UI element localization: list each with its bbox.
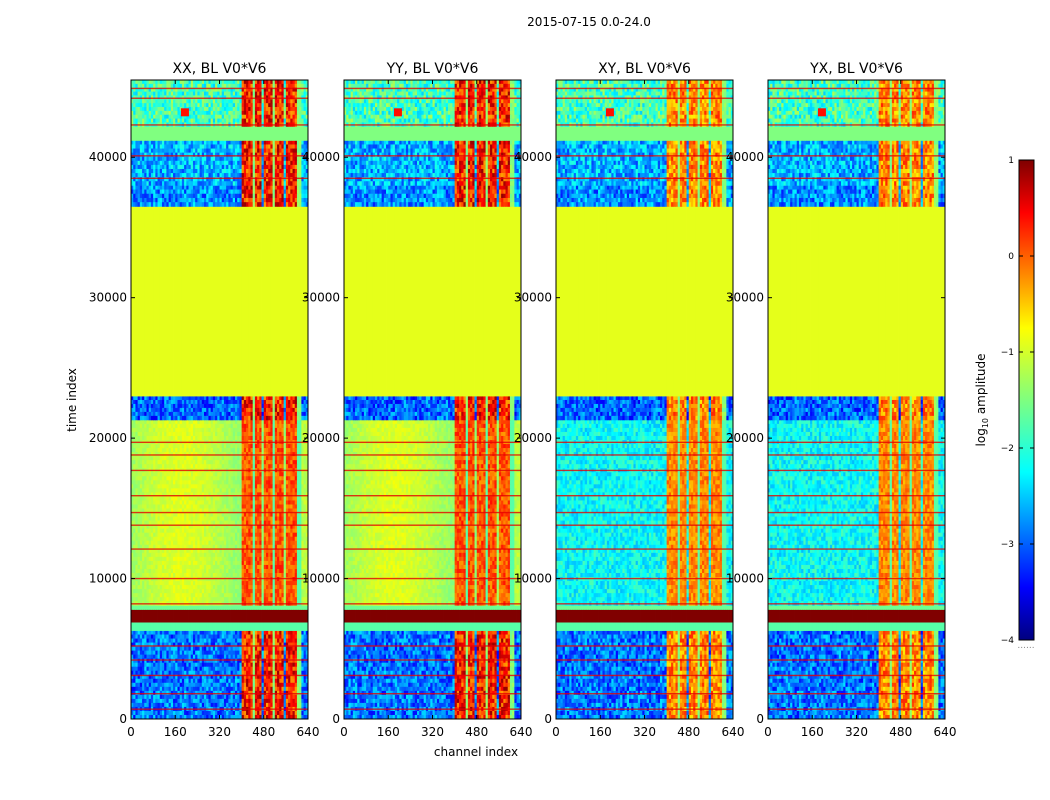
colorbar-tick-label: −4 <box>1001 636 1015 646</box>
y-tick-label: 0 <box>119 712 127 726</box>
x-tick-label: 0 <box>764 725 772 739</box>
panels-group: XX, BL V0*V6 0 160 320 480 640 0 10000 20000 3000… <box>89 61 957 739</box>
colorbar-label: log10 amplitude <box>974 354 990 447</box>
panel-2-title: XY, BL V0*V6 <box>598 61 691 77</box>
y-tick-label: 40000 <box>89 150 127 164</box>
y-tick-label: 20000 <box>302 431 340 445</box>
x-tick-label: 160 <box>801 725 824 739</box>
colorbar-tick-label: −1 <box>1001 348 1014 358</box>
panel-1-image <box>344 80 521 719</box>
y-tick-label: 30000 <box>514 291 552 305</box>
colorbar-tick-label: −2 <box>1001 444 1014 454</box>
colorbar-tick-label: 0 <box>1008 252 1014 262</box>
x-tick-label: 0 <box>340 725 348 739</box>
y-tick-label: 0 <box>756 712 764 726</box>
panel-0-title: XX, BL V0*V6 <box>173 61 267 77</box>
panel-2: XY, BL V0*V6 0 160 320 480 640 0 10000 20000 3000… <box>514 61 745 739</box>
colorbar-tick-label: −3 <box>1001 540 1014 550</box>
y-axis-label: time index <box>65 368 79 432</box>
y-tick-label: 20000 <box>89 431 127 445</box>
y-tick-label: 40000 <box>302 150 340 164</box>
y-tick-label: 10000 <box>514 572 552 586</box>
y-tick-label: 10000 <box>726 572 764 586</box>
x-tick-label: 320 <box>208 725 231 739</box>
panel-1: YY, BL V0*V6 0 160 320 480 640 0 10000 20000 3000… <box>302 61 533 739</box>
x-tick-label: 160 <box>589 725 612 739</box>
y-tick-label: 10000 <box>89 572 127 586</box>
x-tick-label: 160 <box>377 725 400 739</box>
x-tick-label: 640 <box>510 725 533 739</box>
y-tick-label: 40000 <box>514 150 552 164</box>
x-tick-label: 640 <box>297 725 320 739</box>
x-tick-label: 320 <box>845 725 868 739</box>
x-tick-label: 0 <box>552 725 560 739</box>
panel-3-title: YX, BL V0*V6 <box>809 61 903 77</box>
x-tick-label: 640 <box>934 725 957 739</box>
y-tick-label: 0 <box>544 712 552 726</box>
panel-2-image <box>556 80 733 719</box>
colorbar: −4 −3 −2 −1 0 1 log10 amplitude ...... <box>974 156 1035 651</box>
x-tick-label: 160 <box>164 725 187 739</box>
figure-title: 2015-07-15 0.0-24.0 <box>527 15 651 29</box>
x-tick-label: 480 <box>677 725 700 739</box>
y-tick-label: 40000 <box>726 150 764 164</box>
y-tick-label: 30000 <box>726 291 764 305</box>
y-tick-label: 30000 <box>302 291 340 305</box>
x-axis-label: channel index <box>434 745 518 759</box>
panel-1-title: YY, BL V0*V6 <box>386 61 479 77</box>
y-tick-label: 30000 <box>89 291 127 305</box>
panel-0-image <box>131 80 308 719</box>
x-tick-label: 320 <box>421 725 444 739</box>
y-tick-label: 20000 <box>726 431 764 445</box>
y-tick-label: 0 <box>332 712 340 726</box>
x-tick-label: 320 <box>633 725 656 739</box>
x-tick-label: 0 <box>127 725 135 739</box>
x-tick-label: 640 <box>722 725 745 739</box>
colorbar-tick-label: 1 <box>1008 156 1014 166</box>
x-tick-label: 480 <box>889 725 912 739</box>
x-tick-label: 480 <box>465 725 488 739</box>
colorbar-gradient <box>1018 159 1035 641</box>
x-tick-label: 480 <box>252 725 275 739</box>
panel-3-image <box>768 80 945 719</box>
y-tick-label: 10000 <box>302 572 340 586</box>
y-tick-label: 20000 <box>514 431 552 445</box>
panel-0: XX, BL V0*V6 0 160 320 480 640 0 10000 20000 3000… <box>89 61 320 739</box>
panel-3: YX, BL V0*V6 0 160 320 480 640 0 10000 20000 3000… <box>726 61 957 739</box>
colorbar-footnote: ...... <box>1017 641 1034 651</box>
colorbar-ticks: −4 −3 −2 −1 0 1 <box>1001 156 1034 646</box>
